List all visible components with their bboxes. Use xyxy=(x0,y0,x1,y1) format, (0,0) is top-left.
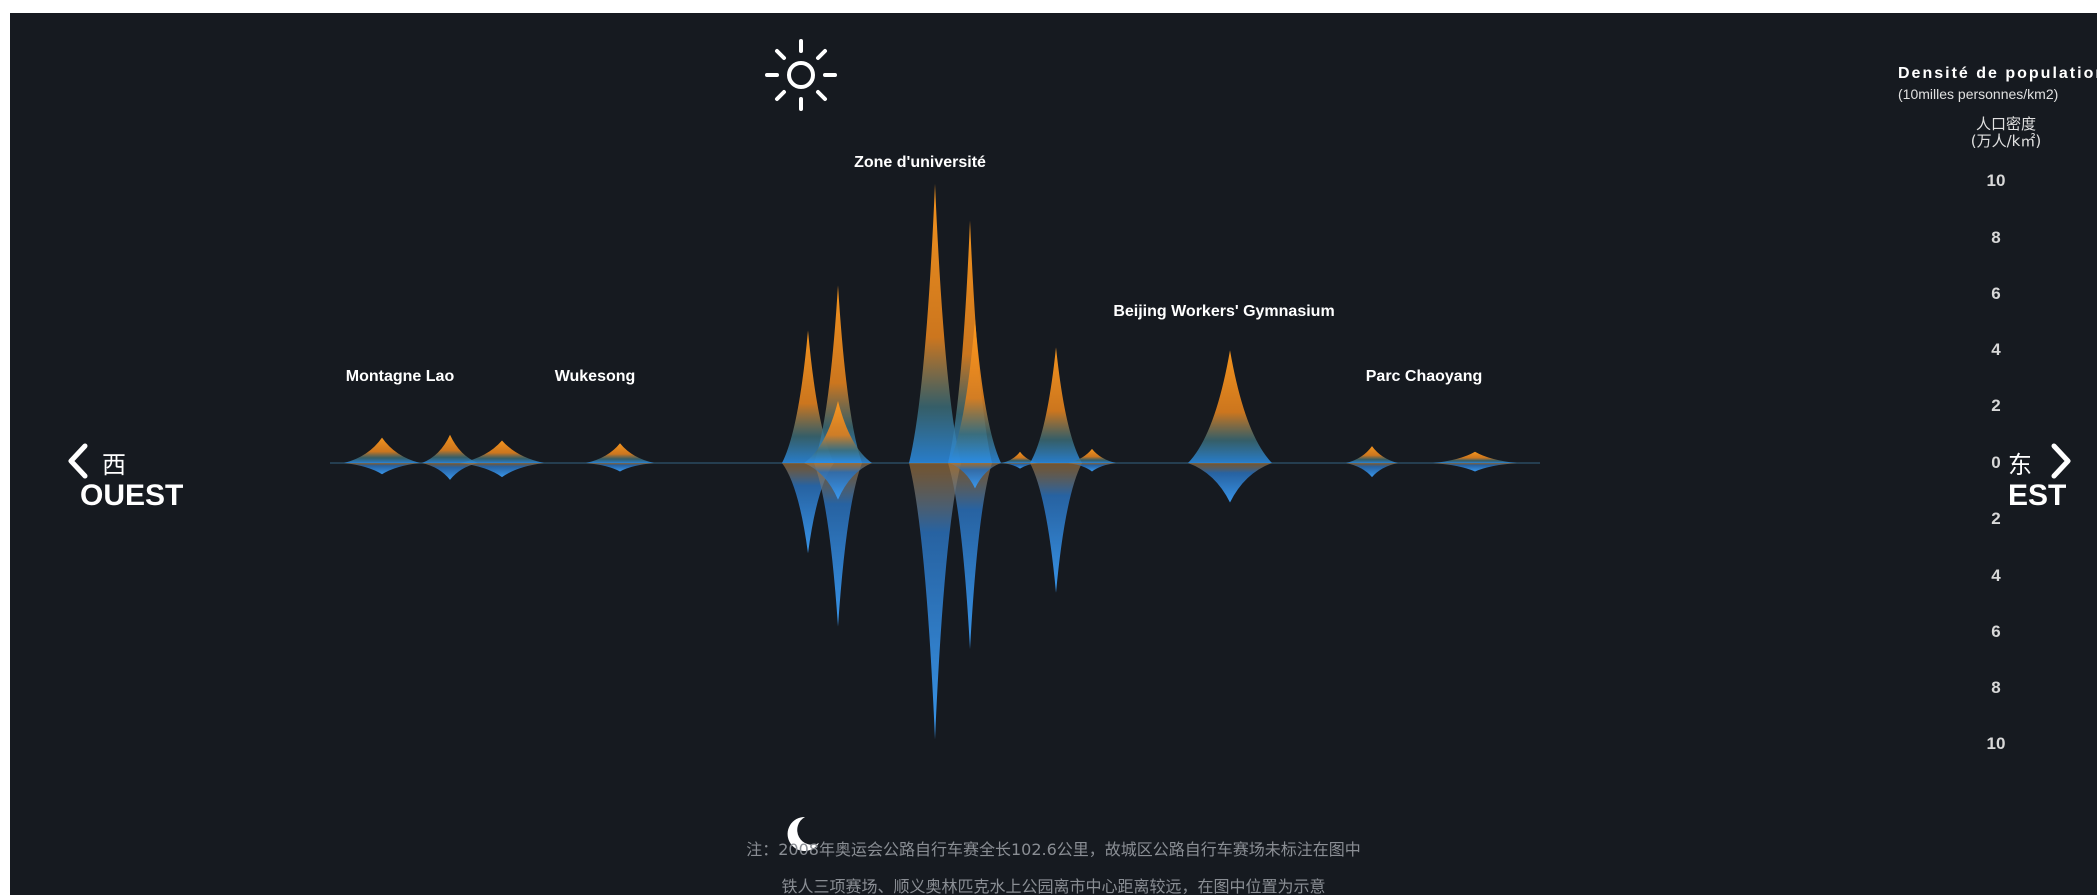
legend-unit-fr: (10milles personnes/km2) xyxy=(1898,86,2059,102)
place-label-university-zone: Zone d'université xyxy=(854,154,986,171)
day-peak xyxy=(1433,451,1517,463)
night-peak xyxy=(814,463,862,627)
west-label-en: OUEST xyxy=(80,479,184,512)
night-peak xyxy=(1068,463,1116,472)
y-tick-night-6: 6 xyxy=(1991,622,2001,641)
day-peak xyxy=(1002,451,1038,463)
night-peak xyxy=(1433,463,1517,472)
y-tick-day-6: 6 xyxy=(1991,284,2001,303)
y-tick-zero: 0 xyxy=(1991,453,2001,472)
night-peak xyxy=(1188,463,1272,503)
night-peak xyxy=(948,463,992,650)
night-peak xyxy=(586,463,654,472)
east-label-cn: 东 xyxy=(2008,451,2032,479)
y-tick-day-8: 8 xyxy=(1991,228,2001,247)
y-tick-day-10: 10 xyxy=(1986,171,2006,190)
day-peak xyxy=(804,400,872,463)
night-peak xyxy=(949,463,1001,489)
day-peak xyxy=(814,285,862,463)
day-peak xyxy=(586,443,654,463)
footnote-line-2: 铁人三项赛场、顺义奥林匹克水上公园离市中心距离较远，在图中位置为示意 xyxy=(781,877,1326,895)
sun-icon xyxy=(765,39,837,111)
day-peak xyxy=(1346,446,1398,463)
day-peak xyxy=(949,319,1001,463)
legend-title-cn: 人口密度 xyxy=(1975,115,2037,133)
y-tick-night-10: 10 xyxy=(1986,734,2006,753)
west-label-cn: 西 xyxy=(102,451,126,479)
place-label-workers-gymnasium: Beijing Workers' Gymnasium xyxy=(1113,303,1335,320)
y-tick-day-2: 2 xyxy=(1991,396,2001,415)
y-tick-night-8: 8 xyxy=(1991,678,2001,697)
night-peak xyxy=(909,463,961,740)
night-peak xyxy=(804,463,872,500)
night-peak xyxy=(1030,463,1082,593)
night-peak xyxy=(1346,463,1398,478)
place-label-wukesong: Wukesong xyxy=(554,368,636,385)
night-peak xyxy=(344,463,420,475)
chevron-right-icon[interactable] xyxy=(2050,443,2074,479)
day-peak xyxy=(782,330,834,463)
place-label-parc-chaoyang: Parc Chaoyang xyxy=(1365,368,1483,385)
day-peak xyxy=(1068,448,1116,463)
chevron-left-icon[interactable] xyxy=(65,443,89,479)
day-peak xyxy=(422,434,478,463)
night-peak xyxy=(422,463,478,480)
day-peak xyxy=(460,440,544,463)
moon-icon xyxy=(787,816,819,851)
night-peak xyxy=(1002,463,1038,469)
y-tick-night-4: 4 xyxy=(1991,566,2001,585)
day-peak xyxy=(909,183,961,463)
legend-title-fr: Densité de population xyxy=(1898,65,2097,82)
footnote-line-1: 注：2008年奥运会公路自行车赛全长102.6公里，故城区公路自行车赛场未标注在… xyxy=(746,840,1361,859)
y-tick-night-2: 2 xyxy=(1991,509,2001,528)
place-label-montagne-lao: Montagne Lao xyxy=(345,368,455,385)
day-peak xyxy=(1188,350,1272,463)
day-peak xyxy=(344,437,420,463)
east-label-en: EST xyxy=(2008,479,2067,512)
y-tick-day-4: 4 xyxy=(1991,340,2001,359)
night-peak xyxy=(460,463,544,478)
legend-unit-cn: (万人/k㎡) xyxy=(1970,132,2042,150)
day-peak xyxy=(1030,347,1082,463)
chart-canvas: Montagne Lao Wukesong Zone d'université … xyxy=(10,13,2097,895)
density-chart xyxy=(330,183,1540,740)
